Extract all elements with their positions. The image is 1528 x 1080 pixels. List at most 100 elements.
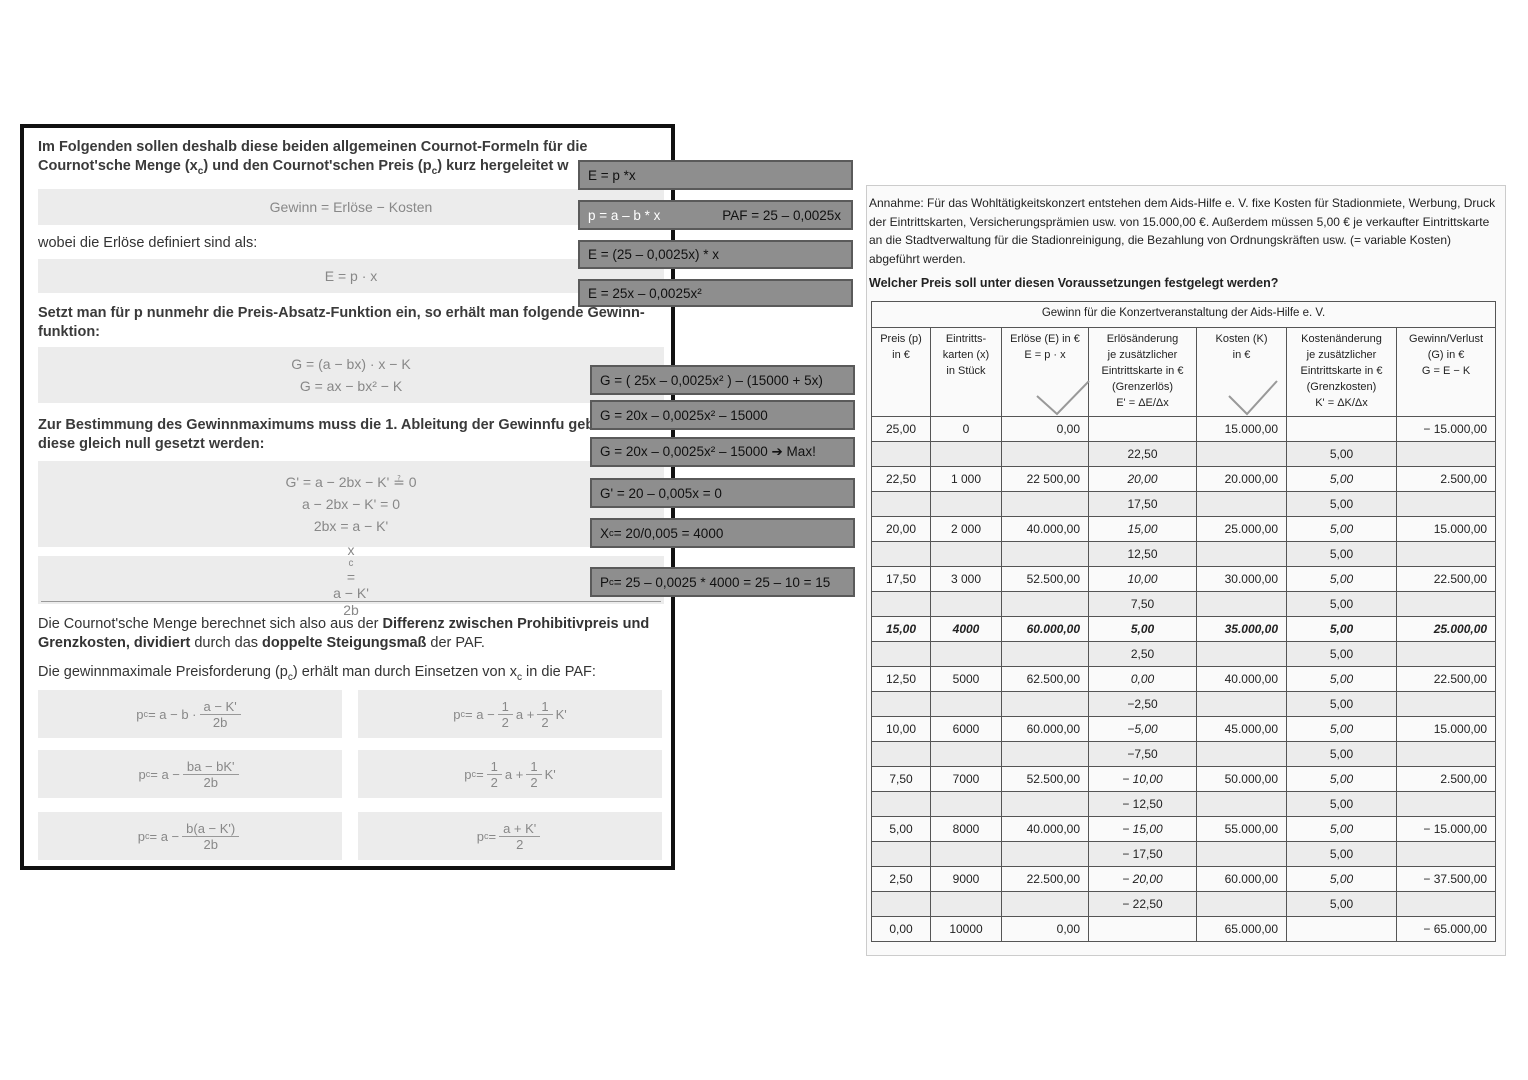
text-run: in € bbox=[1232, 349, 1251, 361]
text-run: 22.500,00 bbox=[1433, 672, 1488, 686]
header-line: Eintrittskarte in € bbox=[1091, 363, 1194, 379]
text-run: a − 2bx − K' = 0 bbox=[301, 496, 401, 512]
text-run: 60.000,00 bbox=[1026, 622, 1080, 636]
text-run: 62.500,00 bbox=[1026, 672, 1080, 686]
text-run: − 20,00 bbox=[1122, 872, 1163, 886]
text-run: p bbox=[453, 706, 461, 722]
text-run: ) erhält man durch Einsetzen von x bbox=[292, 664, 517, 680]
text-run: 22,50 bbox=[885, 472, 917, 486]
table-cell bbox=[1196, 791, 1287, 817]
table-cell: 22.500,00 bbox=[1395, 566, 1497, 592]
subscript: c bbox=[460, 709, 466, 719]
fraction: a − K' 2b bbox=[41, 585, 661, 618]
header-line: Gewinn/Verlust bbox=[1399, 331, 1493, 347]
text-run: 5,00 bbox=[1329, 722, 1354, 736]
text-run: − 15.000,00 bbox=[1423, 422, 1488, 436]
formula-line: G = ax − bx² − K bbox=[38, 375, 664, 397]
table-row: 17,50 3 000 52.500,00 10,00 30.000,00 5,00 22.… bbox=[871, 566, 1497, 592]
note-box: G = 20x – 0,0025x² – 15000 ➔ Max! bbox=[590, 437, 855, 467]
text-run: K' bbox=[544, 766, 556, 782]
text-run: 60.000,00 bbox=[1224, 872, 1278, 886]
text-run: 15.000,00 bbox=[1433, 522, 1488, 536]
text-run: Die gewinnmaximale Preisforderung (p bbox=[38, 664, 288, 680]
text-run: 5,00 bbox=[1329, 747, 1354, 761]
table-cell bbox=[930, 841, 1002, 867]
header-line: in Stück bbox=[933, 363, 999, 379]
text-run: 5,00 bbox=[1329, 497, 1354, 511]
table-cell bbox=[930, 541, 1002, 567]
denominator: 2b bbox=[203, 836, 218, 852]
text-run: = a − bbox=[465, 706, 495, 722]
column-header: Kostenänderung je zusätzlicher Eintrittska… bbox=[1286, 327, 1397, 417]
subscript: c bbox=[471, 769, 477, 779]
text-run: 25.000,00 bbox=[1224, 522, 1278, 536]
table-cell bbox=[871, 791, 931, 817]
subscript: c bbox=[483, 831, 489, 841]
text-run: X bbox=[600, 525, 610, 541]
table-cell bbox=[1196, 691, 1287, 717]
table-cell: − 15.000,00 bbox=[1395, 816, 1497, 842]
table-cell: 55.000,00 bbox=[1196, 816, 1287, 842]
table-cell: 12,50 bbox=[1088, 541, 1197, 567]
assumption-text: Annahme: Für das Wohltätigkeitskonzert e… bbox=[869, 194, 1499, 268]
table-cell bbox=[1286, 916, 1397, 942]
table-cell bbox=[930, 791, 1002, 817]
header-line: Kostenänderung bbox=[1289, 331, 1394, 347]
numerator: 1 bbox=[486, 759, 502, 775]
text-run: G = E − K bbox=[1421, 365, 1471, 377]
text-run: −2,50 bbox=[1127, 697, 1158, 711]
text-run: 5,00 bbox=[1329, 622, 1354, 636]
note-text: p = a – b * x bbox=[588, 208, 660, 223]
table-cell: 20,00 bbox=[871, 516, 931, 542]
text-run: −5,00 bbox=[1127, 722, 1158, 736]
column-header: Erlöse (E) in € E = p · x bbox=[1001, 327, 1089, 417]
note-box: E = p *x bbox=[578, 160, 853, 190]
denominator: 2b bbox=[212, 714, 228, 730]
table-cell: − 37.500,00 bbox=[1395, 866, 1497, 892]
table-cell bbox=[1001, 741, 1089, 767]
text-run: − 37.500,00 bbox=[1423, 872, 1488, 886]
text-run: 7,50 bbox=[889, 772, 913, 786]
denominator: 2 bbox=[541, 714, 549, 730]
text-run: ) kurz hergeleitet w bbox=[437, 158, 569, 174]
table-cell: 5,00 bbox=[1088, 616, 1197, 642]
table-cell: 0 bbox=[930, 416, 1002, 442]
table-cell: 7,50 bbox=[1088, 591, 1197, 617]
table-cell: 0,00 bbox=[1088, 666, 1197, 692]
text-run: 15.000,00 bbox=[1433, 722, 1488, 736]
text-run: Im Folgenden sollen deshalb diese beiden… bbox=[38, 139, 588, 174]
text-run: 5,00 bbox=[1329, 697, 1354, 711]
table-row: 22,50 1 000 22 500,00 20,00 20.000,00 5,00 2.5… bbox=[871, 466, 1497, 492]
table-row: − 22,50 5,00 bbox=[871, 891, 1497, 917]
check-mark bbox=[1228, 380, 1278, 416]
text-run: 22 500,00 bbox=[1026, 472, 1080, 486]
table-cell: 0,00 bbox=[871, 916, 931, 942]
header-line: karten (x) bbox=[933, 347, 999, 363]
text-run: 22.500,00 bbox=[1026, 872, 1080, 886]
table-cell: 25.000,00 bbox=[1196, 516, 1287, 542]
bold-text: Differenz zwischen Prohibitivpreis und G… bbox=[38, 616, 650, 651]
text-run: 5,00 bbox=[1130, 622, 1155, 636]
text-run: E = 25x – 0,0025x² bbox=[588, 285, 702, 301]
table-row: 20,00 2 000 40.000,00 15,00 25.000,00 5,00 15.… bbox=[871, 516, 1497, 542]
subscript: c bbox=[609, 527, 614, 539]
table-cell: 5,00 bbox=[1286, 566, 1397, 592]
table-cell: 52.500,00 bbox=[1001, 566, 1089, 592]
revenue-intro: wobei die Erlöse definiert sind als: bbox=[38, 234, 668, 253]
text-run: 2bx = a − K' bbox=[313, 518, 389, 534]
numerator: a + K' bbox=[499, 821, 541, 837]
text-run: 2,50 bbox=[889, 872, 913, 886]
table-cell: 40.000,00 bbox=[1001, 516, 1089, 542]
text-run: 5,00 bbox=[1329, 547, 1354, 561]
text-run: p bbox=[464, 766, 472, 782]
table-cell bbox=[1395, 491, 1497, 517]
text-run: Gewinn für die Konzertveranstaltung der … bbox=[1041, 307, 1326, 319]
text-run: − 65.000,00 bbox=[1423, 922, 1488, 936]
text-run: 0,00 bbox=[1056, 922, 1080, 936]
table-cell: 5000 bbox=[930, 666, 1002, 692]
text-run: P bbox=[600, 574, 610, 590]
table-cell: 50.000,00 bbox=[1196, 766, 1287, 792]
text-run: 5,00 bbox=[1329, 647, 1354, 661]
